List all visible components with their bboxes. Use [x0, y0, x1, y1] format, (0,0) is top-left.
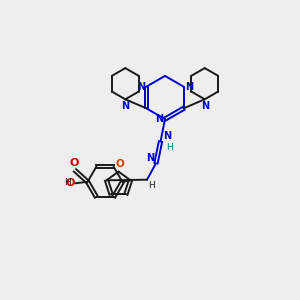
Text: N: N: [185, 82, 193, 92]
Text: N: N: [155, 114, 164, 124]
Text: N: N: [146, 153, 154, 163]
Text: N: N: [121, 100, 129, 110]
Text: N: N: [137, 82, 145, 92]
Text: H: H: [166, 142, 173, 152]
Text: H: H: [64, 178, 70, 187]
Text: N: N: [201, 100, 209, 110]
Text: N: N: [163, 131, 171, 141]
Text: H: H: [148, 181, 155, 190]
Text: O: O: [70, 158, 79, 168]
Text: O: O: [65, 178, 74, 188]
Text: O: O: [116, 159, 124, 169]
